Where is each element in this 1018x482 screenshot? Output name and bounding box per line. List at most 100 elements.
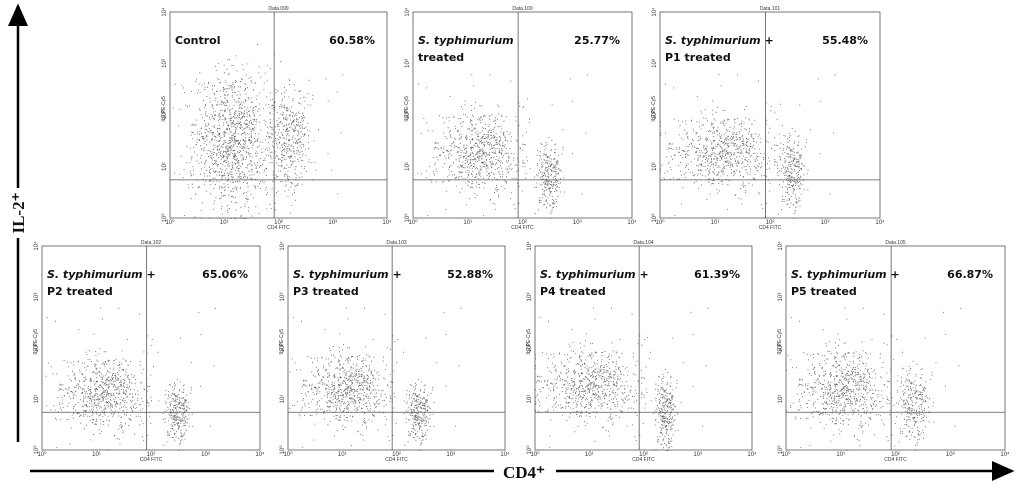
label-bg: [494, 458, 556, 482]
x-tick-label: 10⁴: [627, 219, 637, 226]
label-part: Control: [175, 34, 220, 47]
x-axis-label: CD4⁺: [503, 463, 545, 482]
panel-x-label: CD4 FITC: [267, 225, 290, 231]
x-tick-label: 10⁴: [1000, 451, 1010, 458]
x-tick-label: 10²: [392, 452, 401, 458]
panel-y-label: IL2 PE-Cy5: [404, 96, 410, 122]
x-tick-label: 10⁴: [747, 451, 757, 458]
panel-frame: [659, 11, 881, 219]
panel-y-label: IL2 PE-Cy5: [777, 329, 783, 355]
y-axis-label: IL-2⁺: [9, 192, 28, 233]
percent-label: 60.58%: [329, 34, 375, 47]
y-tick-label: 10⁴: [33, 241, 40, 251]
y-tick-label: 10²: [162, 111, 168, 120]
x-tick-label: 10¹: [711, 220, 720, 226]
x-tick-label: 10¹: [463, 220, 472, 226]
x-tick-label: 10¹: [92, 452, 101, 458]
y-tick-label: 10¹: [162, 162, 168, 171]
label-part: P5 treated: [791, 285, 857, 298]
y-tick-label: 10⁴: [526, 241, 533, 251]
y-tick-label: 10¹: [34, 395, 40, 404]
x-tick-label: 10¹: [836, 452, 845, 458]
x-tick-label: 10³: [573, 220, 582, 226]
x-tick-label: 10⁴: [875, 219, 885, 226]
y-tick-label: 10⁴: [161, 7, 168, 17]
panel-label: P5 treated: [791, 285, 857, 298]
x-tick-label: 10³: [946, 452, 955, 458]
x-tick-label: 10⁰: [165, 219, 175, 226]
panel-frame: [534, 245, 753, 451]
percent-label: 25.77%: [574, 34, 620, 47]
panel-label: S. typhimurium +: [540, 268, 649, 281]
panel-frame: [785, 245, 1006, 451]
x-tick-label: 10²: [274, 220, 283, 226]
percent-label: 65.06%: [202, 268, 248, 281]
panel-y-label: IL2 PE-Cy5: [279, 329, 285, 355]
panel-title: Data.100: [512, 6, 533, 12]
dot-cloud: [660, 74, 836, 219]
panel-y-label: IL2 PE-Cy5: [526, 329, 532, 355]
label-part: S. typhimurium: [665, 34, 761, 47]
y-tick-label: 10³: [162, 59, 168, 68]
panel-frame: [169, 11, 388, 219]
x-tick-label: 10²: [639, 452, 648, 458]
panel-x-label: CD4 FITC: [511, 225, 534, 231]
panel-frame: [412, 11, 633, 219]
label-part: +: [389, 268, 402, 281]
x-tick-label: 10⁰: [781, 451, 791, 458]
y-tick-label: 10⁰: [526, 445, 533, 455]
panel-label: P4 treated: [540, 285, 606, 298]
x-tick-label: 10⁰: [408, 219, 418, 226]
label-part: P3 treated: [293, 285, 359, 298]
x-tick-label: 10¹: [220, 220, 229, 226]
x-tick-label: 10³: [693, 452, 702, 458]
y-tick-label: 10²: [778, 344, 784, 353]
label-part: +: [887, 268, 900, 281]
x-tick-label: 10³: [201, 452, 210, 458]
panel-x-label: CD4 FITC: [140, 457, 163, 463]
x-tick-label: 10¹: [585, 452, 594, 458]
x-tick-label: 10⁰: [530, 451, 540, 458]
percent-label: 66.87%: [947, 268, 993, 281]
x-tick-label: 10²: [766, 220, 775, 226]
y-tick-label: 10¹: [778, 395, 784, 404]
x-tick-label: 10³: [328, 220, 337, 226]
x-tick-label: 10⁰: [37, 451, 47, 458]
label-part: +: [636, 268, 649, 281]
panel-title: Data.105: [885, 240, 906, 246]
y-tick-label: 10²: [527, 344, 533, 353]
dot-cloud: [786, 307, 961, 451]
label-part: P4 treated: [540, 285, 606, 298]
y-tick-label: 10³: [652, 59, 658, 68]
y-tick-label: 10³: [405, 59, 411, 68]
panel-x-label: CD4 FITC: [759, 225, 782, 231]
y-tick-label: 10⁰: [33, 445, 40, 455]
panel-label: S. typhimurium +: [47, 268, 156, 281]
panel-label: S. typhimurium +: [791, 268, 900, 281]
y-tick-label: 10²: [405, 111, 411, 120]
panel-x-label: CD4 FITC: [884, 457, 907, 463]
y-tick-label: 10⁴: [777, 241, 784, 251]
y-tick-label: 10¹: [405, 162, 411, 171]
x-tick-label: 10⁴: [500, 451, 510, 458]
x-tick-label: 10⁴: [382, 219, 392, 226]
x-tick-label: 10²: [518, 220, 527, 226]
x-tick-label: 10¹: [338, 452, 347, 458]
percent-label: 61.39%: [694, 268, 740, 281]
dot-cloud: [289, 307, 462, 451]
y-tick-label: 10¹: [280, 395, 286, 404]
x-tick-label: 10³: [446, 452, 455, 458]
panel-title: Data.101: [760, 6, 781, 12]
y-tick-label: 10⁰: [651, 213, 658, 223]
y-tick-label: 10⁴: [404, 7, 411, 17]
dot-cloud: [45, 307, 216, 451]
y-tick-label: 10²: [280, 344, 286, 353]
panel-x-label: CD4 FITC: [385, 457, 408, 463]
x-tick-label: 10³: [821, 220, 830, 226]
panel-frame: [287, 245, 506, 451]
